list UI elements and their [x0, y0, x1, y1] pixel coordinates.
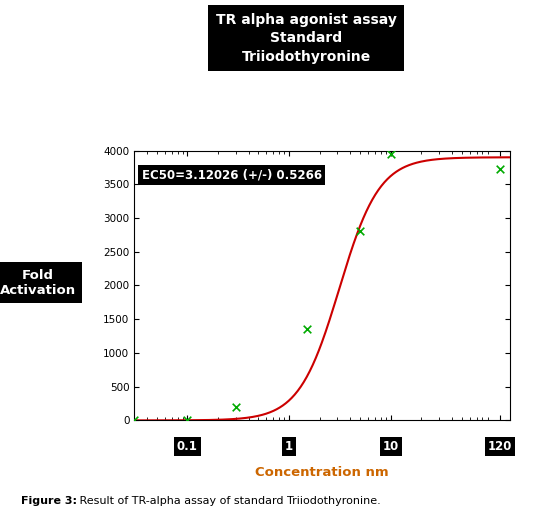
Text: Concentration nm: Concentration nm	[256, 466, 389, 479]
Text: 1: 1	[285, 440, 293, 453]
Text: Figure 3:: Figure 3:	[21, 496, 77, 506]
Point	[231, 403, 240, 411]
Point	[130, 416, 139, 425]
Point	[303, 325, 311, 334]
Point	[496, 165, 505, 173]
Text: 10: 10	[382, 440, 399, 453]
Text: EC50=3.12026 (+/-) 0.5266: EC50=3.12026 (+/-) 0.5266	[142, 168, 322, 181]
Text: 120: 120	[488, 440, 512, 453]
Point	[355, 227, 364, 236]
Text: 0.1: 0.1	[177, 440, 198, 453]
Text: TR alpha agonist assay
Standard
Triiodothyronine: TR alpha agonist assay Standard Triiodot…	[216, 13, 396, 64]
Point	[183, 416, 192, 424]
Text: Fold
Activation: Fold Activation	[0, 269, 76, 297]
Text: Result of TR-alpha assay of standard Triiodothyronine.: Result of TR-alpha assay of standard Tri…	[76, 496, 381, 506]
Point	[386, 149, 395, 158]
